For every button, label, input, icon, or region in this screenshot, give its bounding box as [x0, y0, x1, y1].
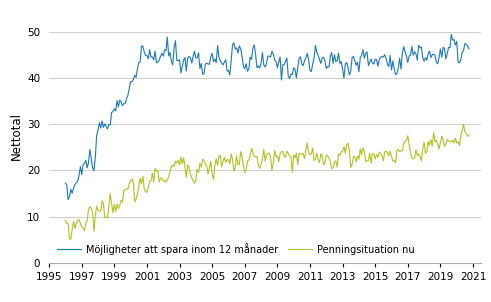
Penningsituation nu	[68, 237, 74, 241]
Penningsituation nu	[190, 179, 196, 183]
Möjligheter att spara inom 12 månader	[285, 74, 291, 78]
Y-axis label: Nettotal: Nettotal	[10, 112, 23, 160]
Line: Penningsituation nu: Penningsituation nu	[65, 124, 469, 239]
Möjligheter att spara inom 12 månader	[451, 38, 457, 41]
Penningsituation nu	[466, 134, 472, 137]
Penningsituation nu	[432, 140, 438, 144]
Penningsituation nu	[208, 159, 214, 163]
Legend: Möjligheter att spara inom 12 månader, Penningsituation nu: Möjligheter att spara inom 12 månader, P…	[54, 240, 418, 258]
Penningsituation nu	[189, 176, 195, 180]
Möjligheter att spara inom 12 månader	[189, 61, 195, 65]
Möjligheter att spara inom 12 månader	[65, 198, 71, 201]
Möjligheter att spara inom 12 månader	[432, 53, 438, 57]
Line: Möjligheter att spara inom 12 månader: Möjligheter att spara inom 12 månader	[65, 34, 469, 200]
Penningsituation nu	[62, 218, 68, 222]
Penningsituation nu	[285, 152, 291, 156]
Möjligheter att spara inom 12 månader	[466, 47, 472, 51]
Möjligheter att spara inom 12 månader	[190, 54, 196, 58]
Möjligheter att spara inom 12 månader	[448, 33, 454, 36]
Penningsituation nu	[450, 138, 456, 142]
Möjligheter att spara inom 12 månader	[62, 181, 68, 185]
Penningsituation nu	[461, 123, 466, 126]
Möjligheter att spara inom 12 månader	[208, 55, 214, 58]
